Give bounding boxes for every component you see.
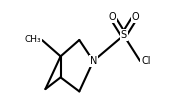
Text: N: N [90, 56, 97, 66]
Text: O: O [108, 12, 116, 22]
Text: Cl: Cl [141, 56, 151, 66]
Text: O: O [132, 12, 139, 22]
Text: S: S [121, 30, 127, 40]
Text: CH₃: CH₃ [24, 35, 41, 44]
